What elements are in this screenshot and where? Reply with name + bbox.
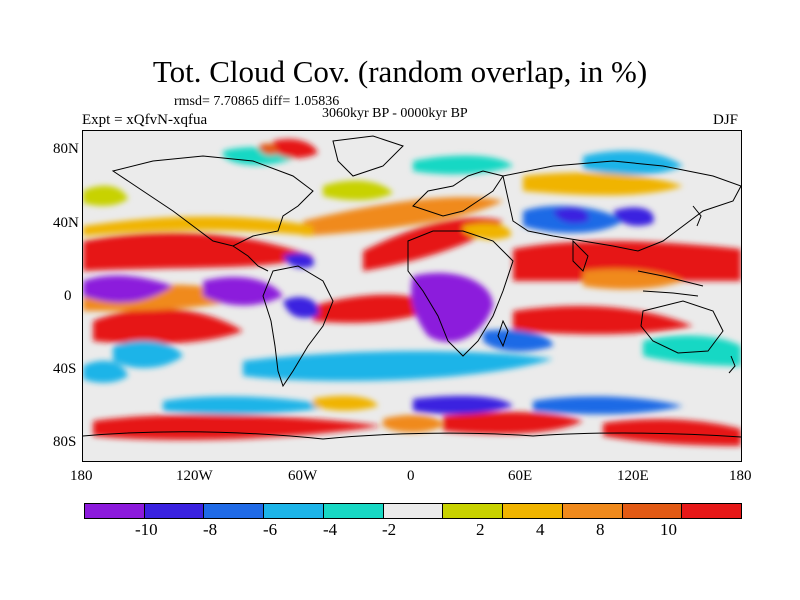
coastlines: [83, 135, 741, 440]
y-tick-label: 40S: [53, 361, 77, 377]
stats-text: rmsd= 7.70865 diff= 1.05836: [174, 94, 340, 109]
colorbar-segment: [204, 504, 265, 518]
x-tick-label: 60E: [508, 468, 533, 484]
y-tick-label: 0: [64, 288, 72, 304]
x-tick-label: 180: [70, 468, 93, 484]
cloud-cover-map: [82, 130, 742, 462]
colorbar: [84, 503, 742, 519]
colorbar-label: -6: [263, 520, 278, 539]
colorbar-label: -10: [135, 520, 158, 539]
colorbar-segment: [264, 504, 324, 518]
x-tick-label: 60W: [288, 468, 318, 484]
x-tick-label: 120E: [617, 468, 649, 484]
colorbar-segment: [682, 504, 742, 518]
colorbar-label: 2: [476, 520, 485, 539]
colorbar-label: 10: [660, 520, 677, 539]
colorbar-label: -8: [203, 520, 218, 539]
colorbar-segment: [85, 504, 145, 518]
colorbar-label: 8: [596, 520, 605, 539]
experiment-label: Expt = xQfvN-xqfua: [82, 112, 208, 128]
period-text: 3060kyr BP - 0000kyr BP: [322, 106, 468, 121]
colorbar-segment: [622, 504, 683, 518]
colorbar-segment: [503, 504, 563, 518]
x-tick-label: 0: [407, 468, 415, 484]
colorbar-label: 4: [536, 520, 545, 539]
colorbar-segment: [323, 504, 384, 518]
anomaly-field: [83, 139, 741, 446]
y-tick-label: 80N: [53, 141, 79, 157]
map-title: Tot. Cloud Cov. (random overlap, in %): [152, 54, 648, 89]
colorbar-segment: [144, 504, 205, 518]
colorbar-segment: [562, 504, 623, 518]
map-canvas: [83, 131, 741, 461]
x-tick-label: 120W: [176, 468, 213, 484]
season-label: DJF: [713, 112, 739, 128]
colorbar-label: -4: [323, 520, 338, 539]
colorbar-segment: [443, 504, 504, 518]
x-tick-label: 180: [729, 468, 752, 484]
y-tick-label: 80S: [53, 434, 77, 450]
y-tick-label: 40N: [53, 215, 79, 231]
colorbar-segment: [383, 504, 444, 518]
colorbar-label: -2: [382, 520, 397, 539]
